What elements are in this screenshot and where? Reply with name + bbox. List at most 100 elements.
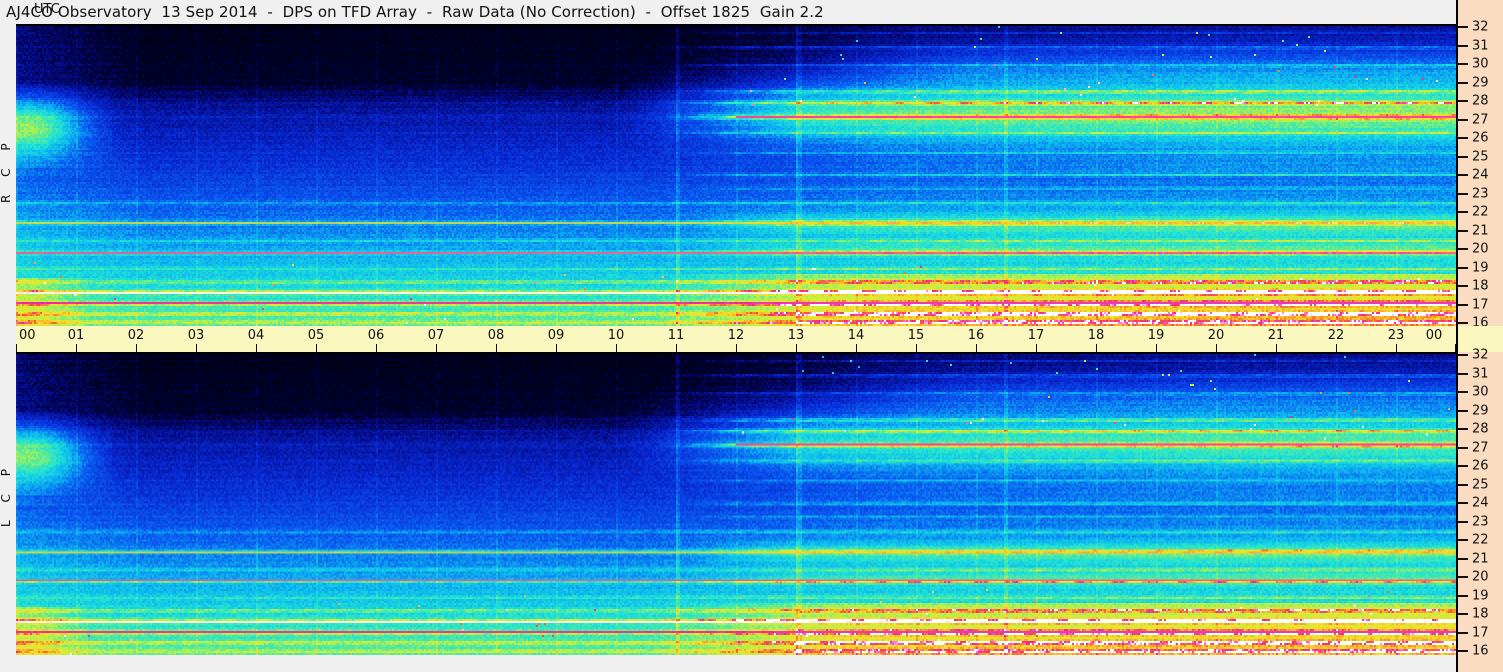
frequency-tick-mark (1458, 156, 1468, 158)
frequency-tick-mark (1458, 26, 1468, 28)
frequency-tick-mark (1458, 595, 1468, 597)
frequency-tick-label: 27 (1472, 440, 1489, 456)
frequency-tick-label: 26 (1472, 458, 1489, 474)
frequency-tick-mark (1458, 539, 1468, 541)
time-tick-label: 19 (1147, 328, 1165, 343)
time-tick-mark (976, 344, 977, 352)
frequency-tick-label: 23 (1472, 514, 1489, 530)
frequency-tick-mark (1458, 248, 1468, 250)
time-tick-mark (556, 344, 557, 352)
time-tick-mark (496, 344, 497, 352)
frequency-tick-label: 19 (1472, 588, 1489, 604)
time-tick-mark (916, 344, 917, 352)
frequency-tick-mark (1458, 230, 1468, 232)
time-tick-mark (616, 344, 617, 352)
time-axis-unit-label: UTC (34, 2, 60, 17)
frequency-tick-label: 32 (1472, 19, 1489, 35)
time-tick-mark (436, 344, 437, 352)
time-tick-label: 18 (1087, 328, 1105, 343)
frequency-tick-label: 25 (1472, 477, 1489, 493)
frequency-tick-label: 32 (1472, 347, 1489, 363)
polarization-label-rcp: R C P (0, 136, 13, 204)
time-tick-mark (76, 344, 77, 352)
time-tick-label: 07 (427, 328, 445, 343)
time-tick-mark (1096, 344, 1097, 352)
frequency-tick-label: 21 (1472, 223, 1489, 239)
frequency-tick-mark (1458, 119, 1468, 121)
time-tick-label: 02 (127, 328, 145, 343)
time-tick-label: 01 (67, 328, 85, 343)
frequency-tick-label: 26 (1472, 130, 1489, 146)
frequency-tick-mark (1458, 193, 1468, 195)
time-tick-label: 20 (1207, 328, 1225, 343)
frequency-tick-mark (1458, 100, 1468, 102)
time-tick-mark (16, 344, 17, 352)
frequency-tick-mark (1458, 632, 1468, 634)
time-tick-label: 15 (907, 328, 925, 343)
time-tick-label: 00 (1425, 328, 1443, 343)
frequency-tick-label: 20 (1472, 241, 1489, 257)
frequency-tick-mark (1458, 137, 1468, 139)
time-tick-label: 08 (487, 328, 505, 343)
polarization-label-lcp: L C P (0, 462, 13, 528)
frequency-tick-label: 18 (1472, 606, 1489, 622)
frequency-tick-label: 22 (1472, 204, 1489, 220)
time-tick-mark (196, 344, 197, 352)
frequency-tick-label: 17 (1472, 625, 1489, 641)
time-tick-mark (136, 344, 137, 352)
time-tick-mark (676, 344, 677, 352)
time-tick-mark (736, 344, 737, 352)
frequency-tick-mark (1458, 211, 1468, 213)
header-bar: AJ4CO Observatory 13 Sep 2014 - DPS on T… (0, 0, 1503, 24)
frequency-tick-mark (1458, 576, 1468, 578)
time-tick-label: 03 (187, 328, 205, 343)
time-tick-mark (256, 344, 257, 352)
frequency-tick-mark (1458, 428, 1468, 430)
frequency-tick-label: 19 (1472, 260, 1489, 276)
frequency-tick-label: 25 (1472, 149, 1489, 165)
time-tick-mark (1455, 344, 1456, 352)
frequency-tick-label: 22 (1472, 532, 1489, 548)
time-tick-label: 11 (667, 328, 685, 343)
frequency-tick-mark (1458, 465, 1468, 467)
frequency-tick-label: 27 (1472, 112, 1489, 128)
frequency-tick-label: 28 (1472, 93, 1489, 109)
frequency-tick-mark (1458, 502, 1468, 504)
time-tick-label: 17 (1027, 328, 1045, 343)
axis-spine (1456, 326, 1458, 352)
time-tick-mark (1216, 344, 1217, 352)
frequency-tick-label: 24 (1472, 167, 1489, 183)
frequency-tick-mark (1458, 82, 1468, 84)
frequency-tick-label: 23 (1472, 186, 1489, 202)
frequency-tick-label: 17 (1472, 297, 1489, 313)
spectrogram-image-rcp (16, 26, 1456, 328)
time-tick-label: 09 (547, 328, 565, 343)
frequency-tick-label: 30 (1472, 56, 1489, 72)
spectrogram-panel-rcp[interactable] (16, 24, 1456, 328)
time-tick-label: 00 (19, 328, 36, 343)
time-tick-mark (316, 344, 317, 352)
axis-gap (1456, 326, 1503, 352)
frequency-tick-mark (1458, 521, 1468, 523)
frequency-tick-mark (1458, 447, 1468, 449)
frequency-tick-mark (1458, 410, 1468, 412)
frequency-tick-mark (1458, 45, 1468, 47)
axis-spine (1456, 655, 1458, 672)
spectrogram-panel-lcp[interactable] (16, 352, 1456, 657)
axis-spine (1456, 0, 1458, 326)
frequency-tick-label: 28 (1472, 421, 1489, 437)
time-tick-label: 13 (787, 328, 805, 343)
time-tick-label: 16 (967, 328, 985, 343)
frequency-tick-mark (1458, 558, 1468, 560)
frequency-tick-label: 18 (1472, 278, 1489, 294)
frequency-tick-label: 31 (1472, 38, 1489, 54)
frequency-tick-mark (1458, 322, 1468, 324)
time-tick-label: 22 (1327, 328, 1345, 343)
time-tick-label: 04 (247, 328, 265, 343)
frequency-tick-label: 30 (1472, 384, 1489, 400)
axis-spine (1456, 352, 1458, 672)
frequency-tick-mark (1458, 373, 1468, 375)
frequency-axis-rcp: 32 31 30 29 28 27 26 25 24 23 22 21 20 19 18 17 16 (1456, 0, 1503, 331)
time-tick-label: 10 (607, 328, 625, 343)
time-tick-mark (1276, 344, 1277, 352)
